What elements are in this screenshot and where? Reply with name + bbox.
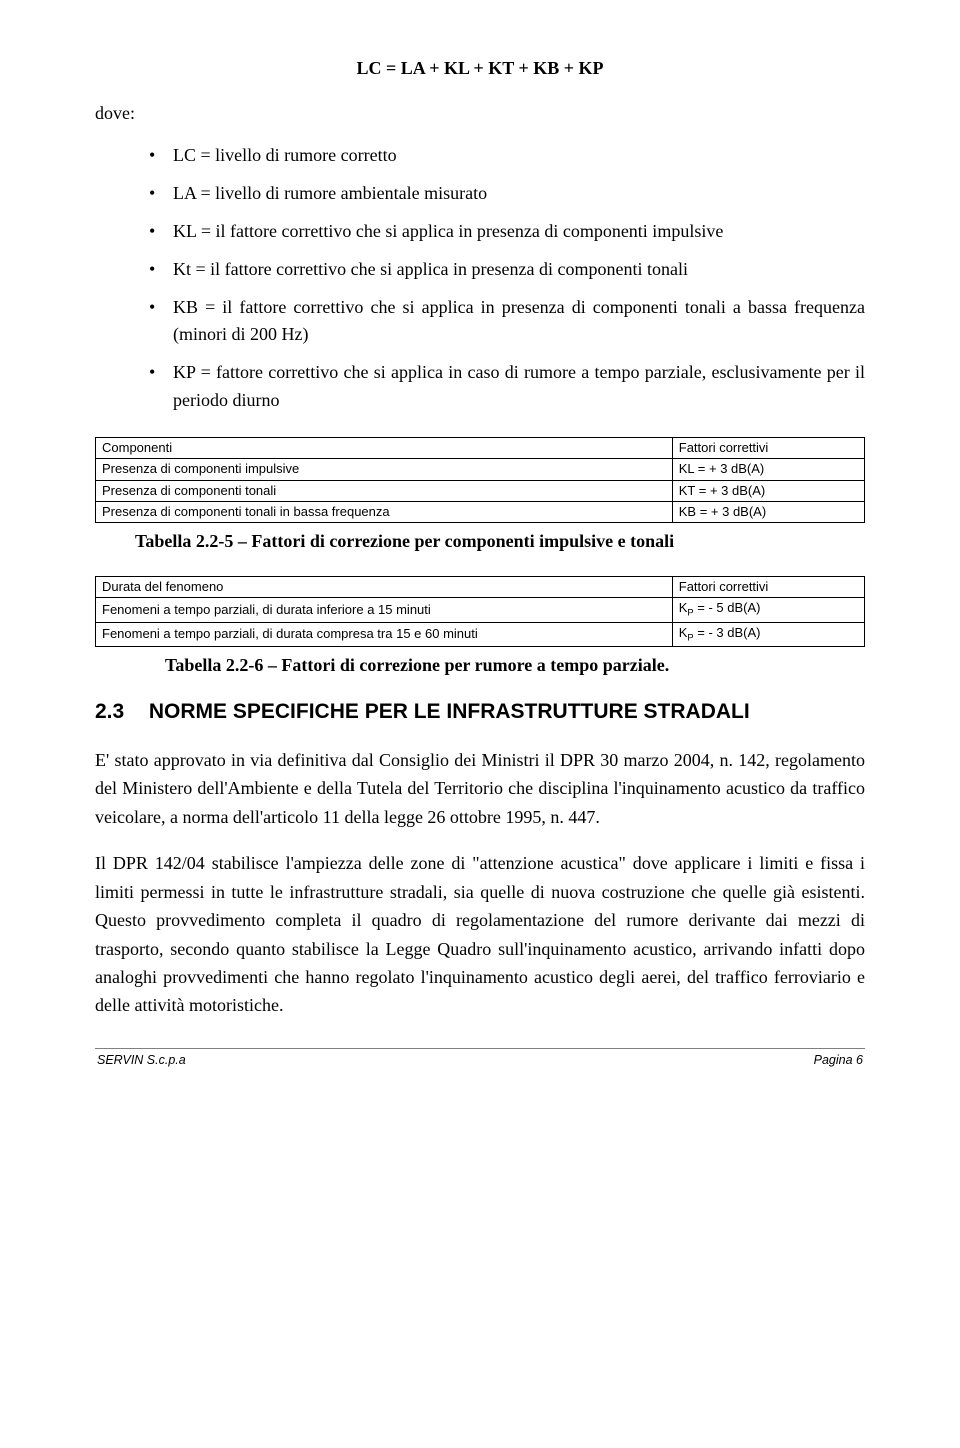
- table-row: Fenomeni a tempo parziali, di durata inf…: [96, 598, 865, 622]
- table-cell: Fattori correttivi: [672, 577, 864, 598]
- table-cell: KT = + 3 dB(A): [672, 480, 864, 501]
- table-cell: Fattori correttivi: [672, 438, 864, 459]
- table-cell: KB = + 3 dB(A): [672, 501, 864, 522]
- table-row: Fenomeni a tempo parziali, di durata com…: [96, 622, 865, 646]
- footer-right: Pagina 6: [814, 1053, 863, 1067]
- list-item: LA = livello di rumore ambientale misura…: [173, 180, 865, 208]
- table-row: Presenza di componenti impulsive KL = + …: [96, 459, 865, 480]
- table-2-caption: Tabella 2.2-6 – Fattori di correzione pe…: [165, 655, 865, 676]
- dove-label: dove:: [95, 103, 865, 124]
- list-item: KB = il fattore correttivo che si applic…: [173, 294, 865, 350]
- formula-equation: LC = LA + KL + KT + KB + KP: [95, 58, 865, 79]
- table-cell: Fenomeni a tempo parziali, di durata inf…: [96, 598, 673, 622]
- footer-divider: [95, 1048, 865, 1049]
- table-cell: Presenza di componenti tonali in bassa f…: [96, 501, 673, 522]
- table-cell: Presenza di componenti impulsive: [96, 459, 673, 480]
- section-heading: 2.3 NORME SPECIFICHE PER LE INFRASTRUTTU…: [95, 700, 865, 724]
- section-title: NORME SPECIFICHE PER LE INFRASTRUTTURE S…: [149, 700, 750, 723]
- table-cell: Componenti: [96, 438, 673, 459]
- table-row: Durata del fenomeno Fattori correttivi: [96, 577, 865, 598]
- correction-factors-table-1: Componenti Fattori correttivi Presenza d…: [95, 437, 865, 523]
- page-footer: SERVIN S.c.p.a Pagina 6: [95, 1053, 865, 1067]
- table-cell: KP = - 5 dB(A): [672, 598, 864, 622]
- list-item: KP = fattore correttivo che si applica i…: [173, 359, 865, 415]
- table-1-caption: Tabella 2.2-5 – Fattori di correzione pe…: [135, 531, 865, 552]
- definitions-list: LC = livello di rumore corretto LA = liv…: [95, 142, 865, 415]
- table-row: Presenza di componenti tonali KT = + 3 d…: [96, 480, 865, 501]
- paragraph-2: Il DPR 142/04 stabilisce l'ampiezza dell…: [95, 849, 865, 1020]
- correction-factors-table-2: Durata del fenomeno Fattori correttivi F…: [95, 576, 865, 647]
- section-number: 2.3: [95, 700, 143, 724]
- table-cell: Durata del fenomeno: [96, 577, 673, 598]
- table-cell: Presenza di componenti tonali: [96, 480, 673, 501]
- footer-left: SERVIN S.c.p.a: [97, 1053, 186, 1067]
- table-cell: Fenomeni a tempo parziali, di durata com…: [96, 622, 673, 646]
- table-row: Presenza di componenti tonali in bassa f…: [96, 501, 865, 522]
- list-item: KL = il fattore correttivo che si applic…: [173, 218, 865, 246]
- table-cell: KP = - 3 dB(A): [672, 622, 864, 646]
- paragraph-1: E' stato approvato in via definitiva dal…: [95, 746, 865, 831]
- table-row: Componenti Fattori correttivi: [96, 438, 865, 459]
- list-item: Kt = il fattore correttivo che si applic…: [173, 256, 865, 284]
- list-item: LC = livello di rumore corretto: [173, 142, 865, 170]
- table-cell: KL = + 3 dB(A): [672, 459, 864, 480]
